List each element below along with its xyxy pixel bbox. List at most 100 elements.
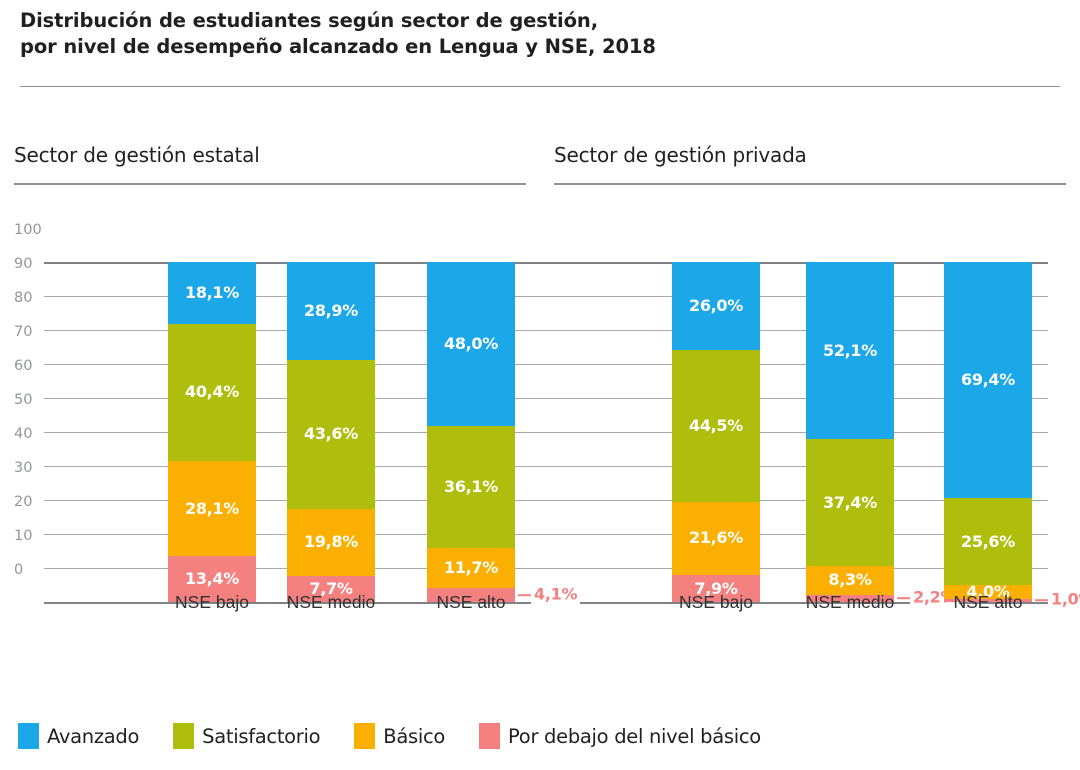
stacked-bar-chart: 18,1% 40,4% 28,1% 13,4% 28,9% 43,6% 19,8% 7,7% 4… [0, 222, 1080, 660]
bar-segment[interactable]: 36,1% [427, 425, 515, 549]
bar-segment-label: 26,0% [688, 296, 743, 316]
bar-segment-label: 19,8% [303, 532, 358, 552]
bar-segment[interactable]: 21,6% [672, 501, 760, 576]
bar-stack[interactable]: 48,0% 36,1% 11,7% 4,1% [427, 262, 515, 602]
bar-segment[interactable]: 37,4% [806, 439, 894, 567]
bar-segment[interactable]: 40,4% [168, 323, 256, 461]
legend-item[interactable]: Por debajo del nivel básico [479, 723, 761, 749]
label-leader-line [897, 597, 910, 600]
page-title: Distribución de estudiantes según sector… [20, 8, 1060, 60]
bar-segment-label: 8,3% [828, 570, 872, 590]
bar-segment[interactable]: 7,9% [672, 575, 760, 602]
legend-swatch-icon [18, 723, 39, 749]
bar-segments: 52,1% 37,4% 8,3% 2,2% [806, 262, 894, 602]
bar-segment[interactable]: 13,4% [168, 556, 256, 602]
bar-segment-label: 18,1% [184, 282, 239, 302]
bar-segment-label: 21,6% [688, 528, 743, 548]
legend-item[interactable]: Avanzado [18, 723, 139, 749]
bar-stack[interactable]: 52,1% 37,4% 8,3% 2,2% [806, 262, 894, 602]
chart-legend: Avanzado Satisfactorio Básico Por debajo de… [18, 723, 795, 749]
bar-segment[interactable]: 1,0% [944, 598, 1032, 602]
panel-divider-estatal [14, 183, 526, 185]
legend-swatch-icon [173, 723, 195, 749]
y-axis-tick-60: 60 [14, 358, 33, 374]
bar-segment-label: 7,7% [309, 578, 353, 598]
bar-segment-label: 44,5% [688, 416, 743, 436]
y-axis-tick-80: 80 [14, 290, 33, 306]
plot-area: 18,1% 40,4% 28,1% 13,4% 28,9% 43,6% 19,8% 7,7% 4… [44, 262, 1080, 610]
bar-segment-label: 69,4% [960, 370, 1015, 389]
bar-segment[interactable]: 48,0% [427, 262, 515, 426]
bar-segment[interactable]: 43,6% [287, 360, 375, 509]
bar-segment[interactable]: 19,8% [287, 508, 375, 576]
gridline-80 [44, 330, 1048, 331]
bar-segment[interactable]: 18,1% [168, 262, 256, 324]
bar-segment[interactable]: 28,1% [168, 460, 256, 557]
bar-stack[interactable]: 26,0% 44,5% 21,6% 7,9% [672, 262, 760, 602]
gridline-50 [44, 432, 1048, 433]
bar-segment[interactable]: 4,1% [427, 588, 515, 602]
legend-item[interactable]: Satisfactorio [173, 723, 321, 749]
y-axis-tick-20: 20 [14, 494, 33, 510]
title-divider [20, 86, 1060, 87]
bar-stack[interactable]: 28,9% 43,6% 19,8% 7,7% [287, 262, 375, 602]
bar-segment-outside-label: 4,1% [531, 585, 581, 605]
legend-label: Avanzado [47, 724, 140, 748]
bar-segment-label: 36,1% [443, 476, 498, 496]
x-axis-label: NSE bajo [679, 592, 753, 612]
y-axis-tick-10: 10 [14, 528, 33, 544]
page-title-line-1: Distribución de estudiantes según sector… [20, 9, 599, 32]
bar-segment-label: 25,6% [960, 531, 1015, 551]
bar-segment-outside-label: 1,0% [1048, 590, 1080, 610]
bar-stack[interactable]: 18,1% 40,4% 28,1% 13,4% [168, 262, 256, 602]
bar-stack[interactable]: 69,4% 25,6% 4,0%1,0% [944, 262, 1032, 602]
gridline-20 [44, 534, 1048, 535]
bar-segment[interactable]: 25,6% [944, 497, 1032, 586]
label-leader-line [518, 594, 531, 596]
label-leader-line [1035, 599, 1048, 602]
bar-segments: 26,0% 44,5% 21,6% 7,9% [672, 262, 760, 602]
bar-segment[interactable]: 8,3% [806, 566, 894, 595]
bar-segment[interactable]: 4,0% [944, 581, 1032, 601]
x-axis-label: NSE alto [436, 592, 506, 612]
bar-segment[interactable]: 2,2% [806, 594, 894, 602]
bar-segments: 69,4% 25,6% 4,0%1,0% [944, 262, 1032, 602]
gridline-70 [44, 364, 1048, 365]
bar-segment-label: 48,0% [443, 333, 498, 353]
bar-segment[interactable]: 52,1% [806, 262, 894, 440]
bar-segment-label: 43,6% [303, 424, 358, 444]
legend-label: Básico [383, 724, 446, 748]
panel-divider-privada [554, 183, 1066, 185]
bar-segment[interactable]: 26,0% [672, 262, 760, 351]
bar-segment[interactable]: 69,4% [944, 262, 1032, 498]
bar-segment[interactable]: 44,5% [672, 350, 760, 502]
legend-swatch-icon [479, 723, 501, 749]
x-axis-label: NSE bajo [175, 592, 249, 612]
gridline-90 [44, 296, 1048, 297]
x-axis-label: NSE alto [953, 592, 1023, 612]
page-title-line-2: por nivel de desempeño alcanzado en Leng… [20, 35, 656, 58]
bar-segments: 48,0% 36,1% 11,7% 4,1% [427, 262, 515, 602]
bar-segment-label: 28,9% [303, 301, 358, 321]
legend-item[interactable]: Básico [354, 723, 445, 749]
gridline-100 [44, 262, 1048, 264]
legend-swatch-icon [354, 723, 376, 749]
y-axis-tick-50: 50 [14, 392, 33, 408]
bar-segment-label: 4,0% [966, 581, 1010, 601]
bar-segment-label: 52,1% [822, 340, 877, 360]
gridline-10 [44, 568, 1048, 569]
bar-segments: 18,1% 40,4% 28,1% 13,4% [168, 262, 256, 602]
bar-segment-label: 7,9% [694, 578, 738, 598]
legend-label: Por debajo del nivel básico [508, 724, 761, 748]
x-axis-label: NSE medio [805, 592, 895, 612]
bar-segment[interactable]: 7,7% [287, 575, 375, 602]
y-axis-tick-70: 70 [14, 324, 33, 340]
panel-heading-privada: Sector de gestión privada [554, 143, 807, 167]
x-axis-label: NSE medio [286, 592, 376, 612]
y-axis-tick-40: 40 [14, 426, 33, 442]
bar-segment[interactable]: 28,9% [287, 262, 375, 361]
bar-segment[interactable]: 11,7% [427, 548, 515, 589]
bar-segment-label: 11,7% [443, 558, 498, 578]
bar-segment-label: 13,4% [184, 569, 239, 589]
gridline-60 [44, 398, 1048, 399]
